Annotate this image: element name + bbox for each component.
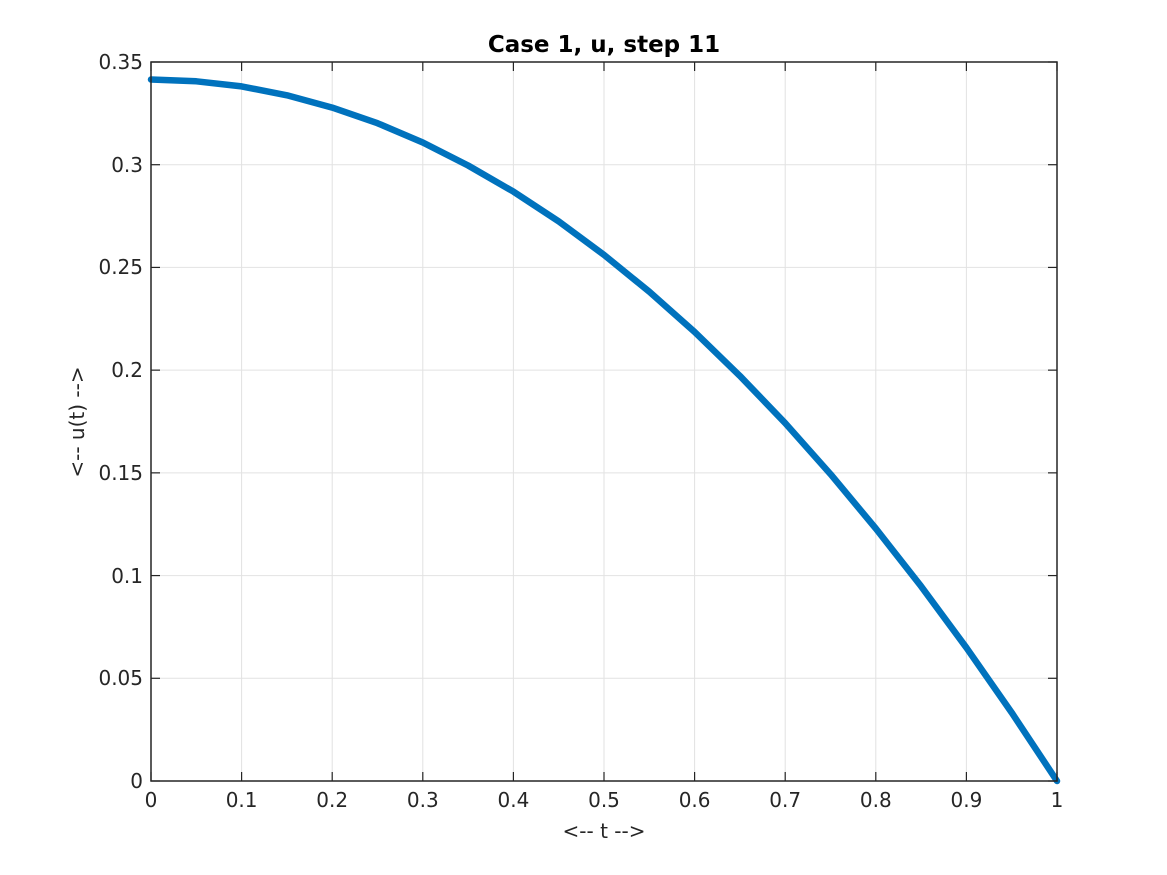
y-tick-label: 0.15 [98, 460, 143, 485]
x-tick-label: 0.6 [678, 788, 711, 812]
axes-box [150, 61, 1058, 782]
x-tick-label: 0.2 [316, 788, 349, 812]
x-tick-label: 0.8 [859, 788, 892, 812]
x-tick-label: 1 [1050, 788, 1064, 812]
y-tick-label: 0.3 [111, 152, 143, 177]
x-tick-label: 0.9 [950, 788, 983, 812]
data-series-line [147, 76, 1061, 785]
x-tick-label: 0.7 [769, 788, 802, 812]
y-tick-label: 0.2 [111, 358, 143, 383]
y-tick-label: 0.1 [111, 563, 143, 588]
x-tick-label: 0.3 [406, 788, 439, 812]
x-tick-label: 0 [144, 788, 158, 812]
x-tick-label: 0.4 [497, 788, 530, 812]
y-tick-label: 0.25 [98, 255, 143, 280]
x-tick-label: 0.1 [225, 788, 258, 812]
chart-title: Case 1, u, step 11 [487, 32, 721, 58]
y-tick-label: 0.05 [98, 666, 143, 691]
y-tick-label: 0 [130, 769, 143, 793]
x-axis-label: <-- t --> [562, 819, 646, 843]
x-tick-label: 0.5 [588, 788, 620, 812]
y-tick-label: 0.35 [98, 50, 143, 74]
y-axis-label: <-- u(t) --> [65, 366, 89, 478]
